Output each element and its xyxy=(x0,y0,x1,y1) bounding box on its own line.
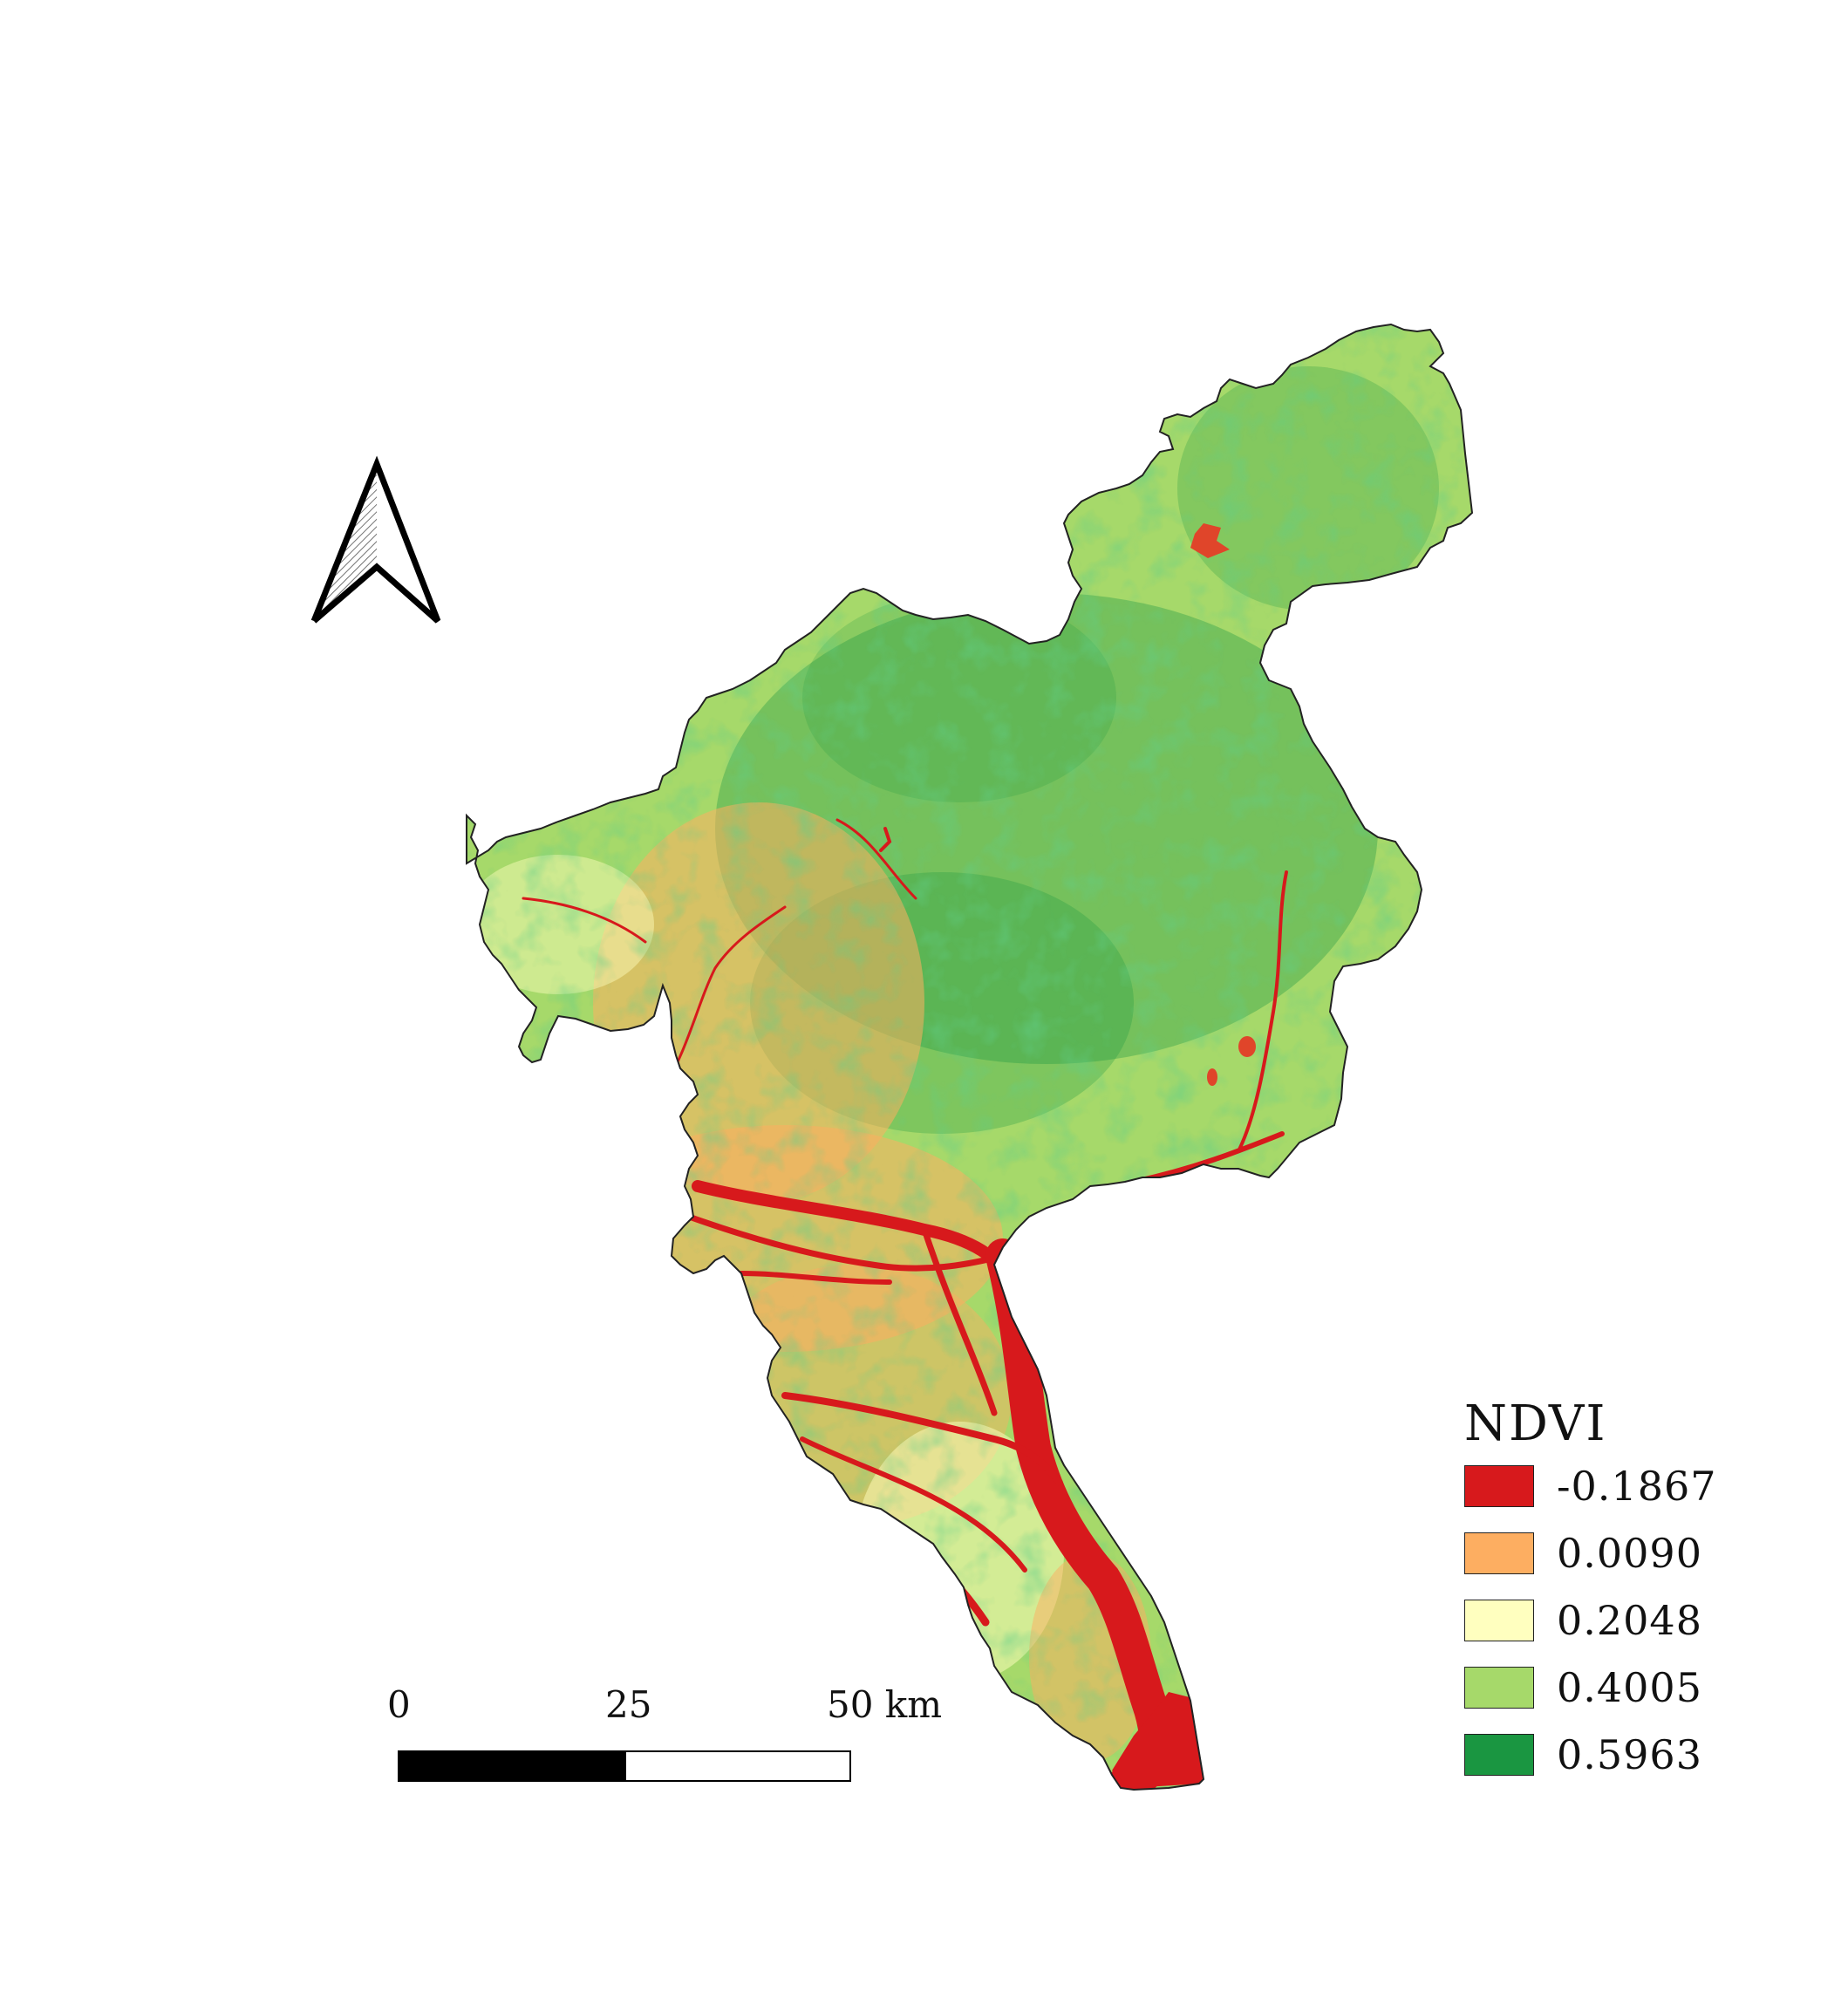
legend-item: 0.5963 xyxy=(1464,1731,1702,1778)
legend-item: 0.0090 xyxy=(1464,1530,1702,1577)
legend-label: 0.2048 xyxy=(1557,1597,1702,1644)
scale-bar xyxy=(398,1750,851,1782)
legend-swatch xyxy=(1464,1532,1534,1574)
legend-title: NDVI xyxy=(1464,1395,1607,1452)
scale-bar-segment-white xyxy=(624,1750,851,1782)
legend-item: -0.1867 xyxy=(1464,1463,1717,1510)
legend-label: -0.1867 xyxy=(1557,1463,1717,1510)
legend-item: 0.2048 xyxy=(1464,1597,1702,1644)
scale-bar-segment-black xyxy=(398,1750,626,1782)
legend-swatch xyxy=(1464,1667,1534,1709)
ndvi-raster xyxy=(467,324,1472,1790)
legend-label: 0.0090 xyxy=(1557,1530,1702,1577)
legend-swatch xyxy=(1464,1465,1534,1507)
legend-item: 0.4005 xyxy=(1464,1664,1702,1711)
scale-tick-25: 25 xyxy=(605,1683,652,1726)
north-arrow-icon xyxy=(310,455,441,624)
scale-tick-50: 50 km xyxy=(827,1683,943,1726)
legend-label: 0.5963 xyxy=(1557,1731,1702,1778)
legend-swatch xyxy=(1464,1734,1534,1776)
legend-label: 0.4005 xyxy=(1557,1664,1702,1711)
scale-tick-0: 0 xyxy=(387,1683,411,1726)
legend-swatch xyxy=(1464,1600,1534,1641)
